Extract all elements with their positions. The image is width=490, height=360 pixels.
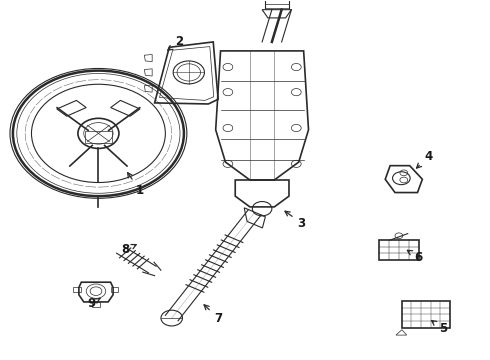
Bar [111, 287, 119, 292]
Bar [402, 301, 450, 328]
Text: 8: 8 [121, 243, 136, 256]
Bar [379, 240, 419, 260]
Bar [92, 302, 100, 307]
Text: 5: 5 [432, 320, 447, 335]
Text: 4: 4 [416, 150, 432, 168]
Bar [74, 287, 81, 292]
Text: 1: 1 [127, 173, 144, 197]
Text: 7: 7 [204, 305, 222, 325]
Text: 2: 2 [168, 35, 183, 50]
Text: 3: 3 [285, 211, 305, 230]
Text: 6: 6 [407, 250, 422, 264]
Text: 9: 9 [87, 297, 100, 310]
